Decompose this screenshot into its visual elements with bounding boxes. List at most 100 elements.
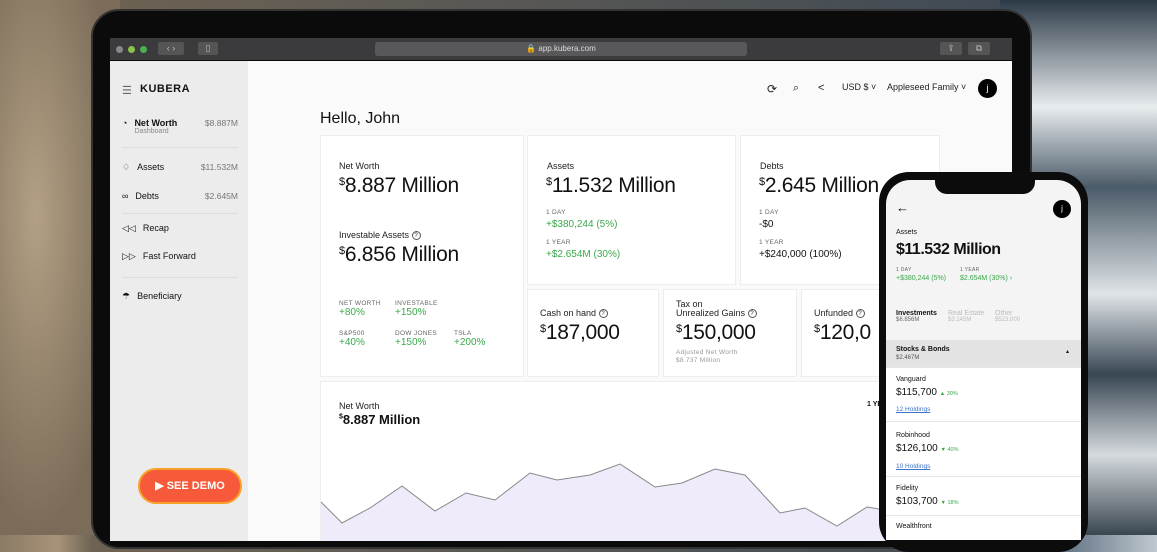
year-label: 1 YEAR: [960, 267, 980, 273]
sidebar: ☰ KUBERA ◔ Net Worth Dashboard $8.887M ♢ Ass…: [110, 61, 248, 541]
portfolio-dropdown[interactable]: Appleseed Family ˅: [887, 82, 967, 92]
stat-dow-jones: DOW JONES +150%: [395, 330, 438, 348]
sub-label: Dashboard: [134, 128, 169, 135]
account-row[interactable]: Fidelity $103,700 ▼ 18%: [886, 477, 1081, 516]
menu-icon[interactable]: ☰: [122, 85, 132, 97]
assets-value: $11.532 Million: [546, 174, 676, 197]
debts-value: $2.645 Million: [759, 174, 879, 197]
help-icon[interactable]: ?: [855, 309, 865, 319]
currency-dropdown[interactable]: USD $ ˅: [842, 82, 877, 92]
see-demo-button[interactable]: ▶ SEE DEMO: [138, 468, 242, 504]
range-selector[interactable]: 1 YE: [867, 401, 883, 408]
currency-value: USD $: [842, 82, 869, 92]
chart-area: [321, 464, 885, 541]
help-icon[interactable]: ?: [747, 309, 757, 319]
day-label: 1 DAY: [896, 267, 912, 273]
label: Net Worth: [134, 118, 178, 128]
cash-value: $187,000: [540, 321, 620, 344]
card-label: Cash on hand ?: [540, 308, 608, 319]
net-worth-area-chart: [320, 463, 886, 541]
adjusted-label: Adjusted Net Worth: [676, 349, 738, 356]
avatar[interactable]: j: [978, 79, 997, 98]
year-change: +$2.654M (30%): [546, 249, 621, 260]
window-maximize-button[interactable]: [140, 46, 147, 53]
sidebar-item-debts[interactable]: ∞ Debts $2.645M: [122, 191, 238, 201]
rewind-icon: ◁◁: [122, 223, 136, 233]
window-minimize-button[interactable]: [128, 46, 135, 53]
stat-net-worth: NET WORTH +80%: [339, 300, 381, 318]
account-name: Vanguard: [896, 376, 926, 383]
account-row[interactable]: Vanguard $115,700 ▲ 30% 12 Holdings: [886, 368, 1081, 422]
portfolio-name: Appleseed Family: [887, 82, 959, 92]
tax-value: $150,000: [676, 321, 756, 344]
phone-screen: ← j Assets $11.532 Million 1 DAY +$380,2…: [886, 180, 1081, 540]
pie-chart-icon: ◔: [122, 118, 128, 128]
chart-value: $8.887 Million: [339, 412, 421, 427]
year-label: 1 YEAR: [546, 239, 571, 246]
net-worth-value: $8.887 Million: [339, 174, 459, 197]
value: $11.532M: [200, 162, 238, 172]
day-change: +$380,244 (5%): [546, 219, 618, 230]
account-name: Wealthfront: [896, 523, 932, 530]
tab-other[interactable]: Other $523,000: [995, 310, 1021, 323]
sidebar-item-recap[interactable]: ◁◁ Recap: [122, 223, 238, 234]
address-bar[interactable]: 🔒 app.kubera.com: [375, 42, 747, 56]
app-window: ☰ KUBERA ◔ Net Worth Dashboard $8.887M ♢ Ass…: [110, 61, 1012, 541]
sidebar-item-net-worth[interactable]: ◔ Net Worth Dashboard $8.887M: [122, 118, 238, 135]
share-icon[interactable]: <: [818, 82, 825, 94]
tax-card[interactable]: Tax on Unrealized Gains ? $150,000 Adjust…: [663, 289, 797, 377]
adjusted-value: $8.737 Million: [676, 357, 721, 364]
section-header[interactable]: Stocks & Bonds $2.467M ▴: [886, 340, 1081, 368]
year-label: 1 YEAR: [759, 239, 784, 246]
card-label: Unfunded ?: [814, 308, 865, 319]
holdings-link[interactable]: 10 Holdings: [896, 463, 931, 470]
label: Recap: [142, 223, 169, 233]
sidebar-item-beneficiary[interactable]: ☂ Beneficiary: [122, 291, 238, 302]
stat-tsla: TSLA +200%: [454, 330, 486, 348]
refresh-icon[interactable]: ⟳: [767, 82, 778, 96]
account-name: Robinhood: [896, 432, 930, 439]
card-label: Net Worth: [339, 161, 380, 171]
sidebar-item-fast-forward[interactable]: ▷▷ Fast Forward: [122, 251, 238, 262]
day-label: 1 DAY: [759, 209, 779, 216]
help-icon[interactable]: ?: [411, 231, 421, 241]
cash-card[interactable]: Cash on hand ? $187,000: [527, 289, 659, 377]
search-icon[interactable]: ⌕: [793, 82, 800, 94]
year-change: +$240,000 (100%): [759, 249, 842, 260]
section-label: Stocks & Bonds: [896, 346, 950, 353]
card-label: Assets: [547, 161, 575, 171]
value: $8.887M: [204, 118, 238, 128]
help-icon[interactable]: ?: [598, 309, 608, 319]
account-value: $103,700: [896, 496, 938, 507]
account-change: ▲ 30%: [939, 391, 958, 397]
net-worth-card[interactable]: Net Worth $8.887 Million Investable Asse…: [320, 135, 524, 377]
card-label: Debts: [760, 161, 784, 171]
tab-real-estate[interactable]: Real Estate $3.145M: [948, 310, 985, 323]
tabs-icon[interactable]: ⧉: [968, 42, 990, 55]
year-change[interactable]: $2.654M (30%) ›: [960, 275, 1013, 282]
label: Fast Forward: [142, 251, 196, 261]
unfunded-value: $120,0: [814, 321, 871, 344]
account-name: Fidelity: [896, 485, 919, 492]
investable-value: $6.856 Million: [339, 243, 459, 266]
share-icon[interactable]: ⇪: [940, 42, 962, 55]
brand-logo: KUBERA: [140, 83, 191, 95]
account-row[interactable]: Wealthfront: [886, 516, 1081, 540]
avatar[interactable]: j: [1053, 200, 1071, 218]
collapse-icon[interactable]: ▴: [1066, 349, 1070, 355]
back-arrow-icon[interactable]: ←: [896, 200, 909, 215]
chart-line: [320, 463, 886, 527]
rings-icon: ∞: [122, 191, 129, 201]
account-row[interactable]: Robinhood $126,100 ▼ 40% 10 Holdings: [886, 422, 1081, 477]
value: $2.645M: [204, 191, 238, 201]
sidebar-item-assets[interactable]: ♢ Assets $11.532M: [122, 162, 238, 173]
phone-notch: [935, 176, 1035, 194]
holdings-link[interactable]: 12 Holdings: [896, 406, 931, 413]
tab-investments[interactable]: Investments $6.856M: [896, 310, 937, 323]
fast-forward-icon: ▷▷: [122, 251, 136, 261]
window-close-button[interactable]: [116, 46, 123, 53]
back-forward-buttons[interactable]: ‹ ›: [158, 42, 184, 55]
sidebar-toggle-icon[interactable]: ▯: [198, 42, 218, 55]
day-change: -$0: [759, 219, 774, 230]
assets-card[interactable]: Assets $11.532 Million 1 DAY +$380,244 (…: [527, 135, 736, 285]
